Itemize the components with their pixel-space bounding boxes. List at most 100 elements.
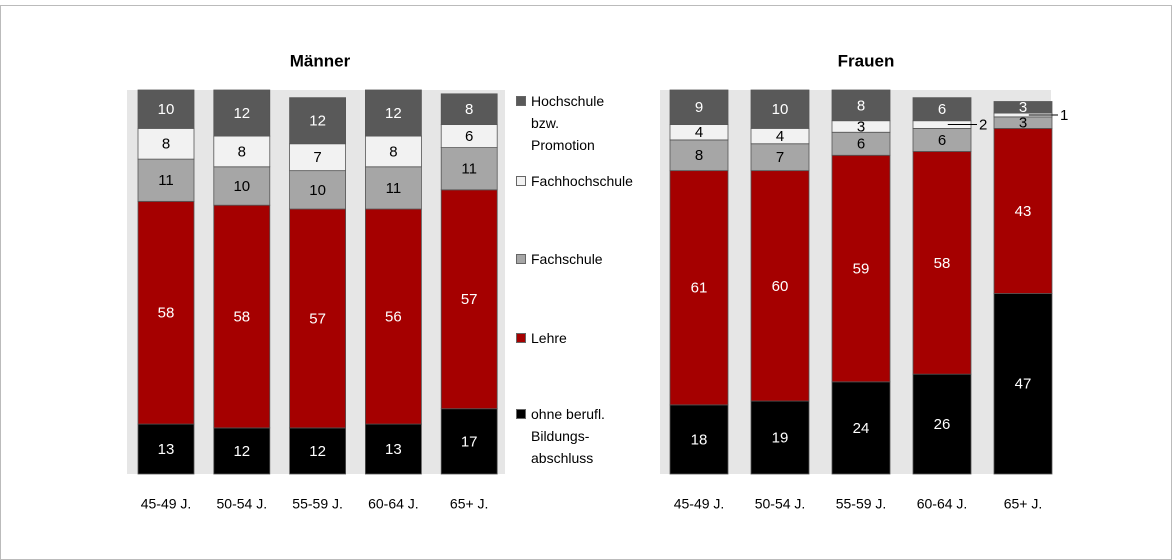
legend-swatch (516, 333, 526, 343)
bar-segment (364, 423, 422, 475)
bar-segment (912, 151, 972, 375)
data-label: 19 (772, 429, 789, 446)
legend-label: Fachschule (531, 251, 603, 267)
bar-segment (137, 158, 195, 202)
x-tick-label: 65+ J. (1004, 496, 1043, 512)
data-label: 59 (853, 261, 870, 278)
bar-segment (213, 204, 271, 429)
data-label: 9 (695, 99, 703, 116)
x-tick-label: 55-59 J. (836, 496, 887, 512)
data-label: 10 (309, 182, 326, 199)
chart-title: Frauen (838, 51, 895, 70)
data-label: 61 (691, 280, 708, 297)
data-label: 56 (385, 309, 402, 326)
data-label: 12 (309, 443, 326, 460)
bar-segment (831, 381, 891, 475)
bar-segment (750, 170, 810, 402)
data-label: 12 (233, 443, 250, 460)
data-label: 4 (776, 128, 784, 145)
data-label: 57 (461, 291, 478, 308)
data-label: 6 (857, 136, 865, 153)
data-label: 11 (158, 172, 174, 189)
data-label: 8 (465, 101, 473, 118)
legend-label: Fachhochschule (531, 173, 633, 189)
data-label: 6 (938, 101, 946, 118)
data-label: 8 (857, 97, 865, 114)
legend-swatch (516, 96, 526, 106)
data-label: 7 (313, 149, 321, 166)
data-label: 1 (1060, 107, 1068, 124)
bar-segment (364, 208, 422, 425)
legend-swatch (516, 409, 526, 419)
data-label: 58 (158, 305, 175, 322)
data-label: 11 (461, 161, 477, 178)
data-label: 60 (772, 278, 789, 295)
bar-segment (364, 135, 422, 168)
legend-item: ohne berufl. Bildungs- abschluss (516, 403, 626, 469)
data-label: 6 (938, 132, 946, 149)
data-label: 47 (1015, 376, 1032, 393)
data-label: 12 (233, 105, 250, 122)
data-label: 18 (691, 431, 708, 448)
data-label: 57 (309, 310, 326, 327)
x-tick-label: 50-54 J. (755, 496, 806, 512)
legend-label: Lehre (531, 330, 567, 346)
x-tick-label: 60-64 J. (368, 496, 419, 512)
x-tick-label: 45-49 J. (674, 496, 725, 512)
bar-segment (669, 170, 729, 406)
x-tick-label: 60-64 J. (917, 496, 968, 512)
bar-segment (213, 89, 271, 137)
data-label: 26 (934, 416, 951, 433)
data-label: 8 (389, 143, 397, 160)
data-label: 7 (776, 149, 784, 166)
data-label: 8 (238, 143, 246, 160)
legend-label: Hochschule bzw. Promotion (531, 93, 605, 153)
legend-item: Hochschule bzw. Promotion (516, 90, 626, 156)
data-label: 3 (857, 118, 865, 135)
data-label: 10 (158, 101, 175, 118)
bar-segment (213, 427, 271, 475)
data-label: 8 (695, 147, 703, 164)
legend-label: ohne berufl. Bildungs- abschluss (531, 406, 605, 466)
bar-segment (289, 208, 347, 429)
bar-segment (912, 97, 972, 122)
bar-segment (669, 139, 729, 172)
legend-swatch (516, 254, 526, 264)
x-tick-label: 50-54 J. (217, 496, 268, 512)
data-label: 17 (461, 433, 478, 450)
data-label: 11 (386, 180, 402, 197)
data-label: 10 (233, 178, 250, 195)
chart-title: Männer (290, 51, 351, 70)
bar-segment (289, 427, 347, 475)
bar-segment (289, 97, 347, 145)
bar-segment (669, 89, 729, 125)
bar-segment (831, 89, 891, 122)
data-label: 13 (158, 441, 175, 458)
bar-segment (993, 127, 1053, 294)
bar-segment (993, 101, 1053, 114)
data-label: 3 (1019, 115, 1027, 132)
bar-segment (213, 166, 271, 206)
bar-segment (289, 143, 347, 172)
data-label: 13 (385, 441, 402, 458)
data-label: 58 (934, 255, 951, 272)
x-tick-label: 45-49 J. (141, 496, 192, 512)
bar-segment (364, 89, 422, 137)
data-label: 12 (309, 113, 326, 130)
data-label: 6 (465, 128, 473, 145)
bar-segment (669, 404, 729, 475)
bar-segment (137, 89, 195, 129)
bar-segment (750, 89, 810, 129)
data-label: 4 (695, 124, 703, 141)
legend-swatch (516, 176, 526, 186)
legend-item: Lehre (516, 327, 661, 349)
legend-item: Fachhochschule (516, 170, 661, 192)
bar-segment (993, 293, 1053, 475)
x-tick-label: 65+ J. (450, 496, 489, 512)
data-label: 3 (1019, 99, 1027, 116)
bar-segment (137, 127, 195, 160)
data-label: 2 (979, 117, 987, 134)
bar-segment (137, 423, 195, 475)
x-tick-label: 55-59 J. (292, 496, 343, 512)
